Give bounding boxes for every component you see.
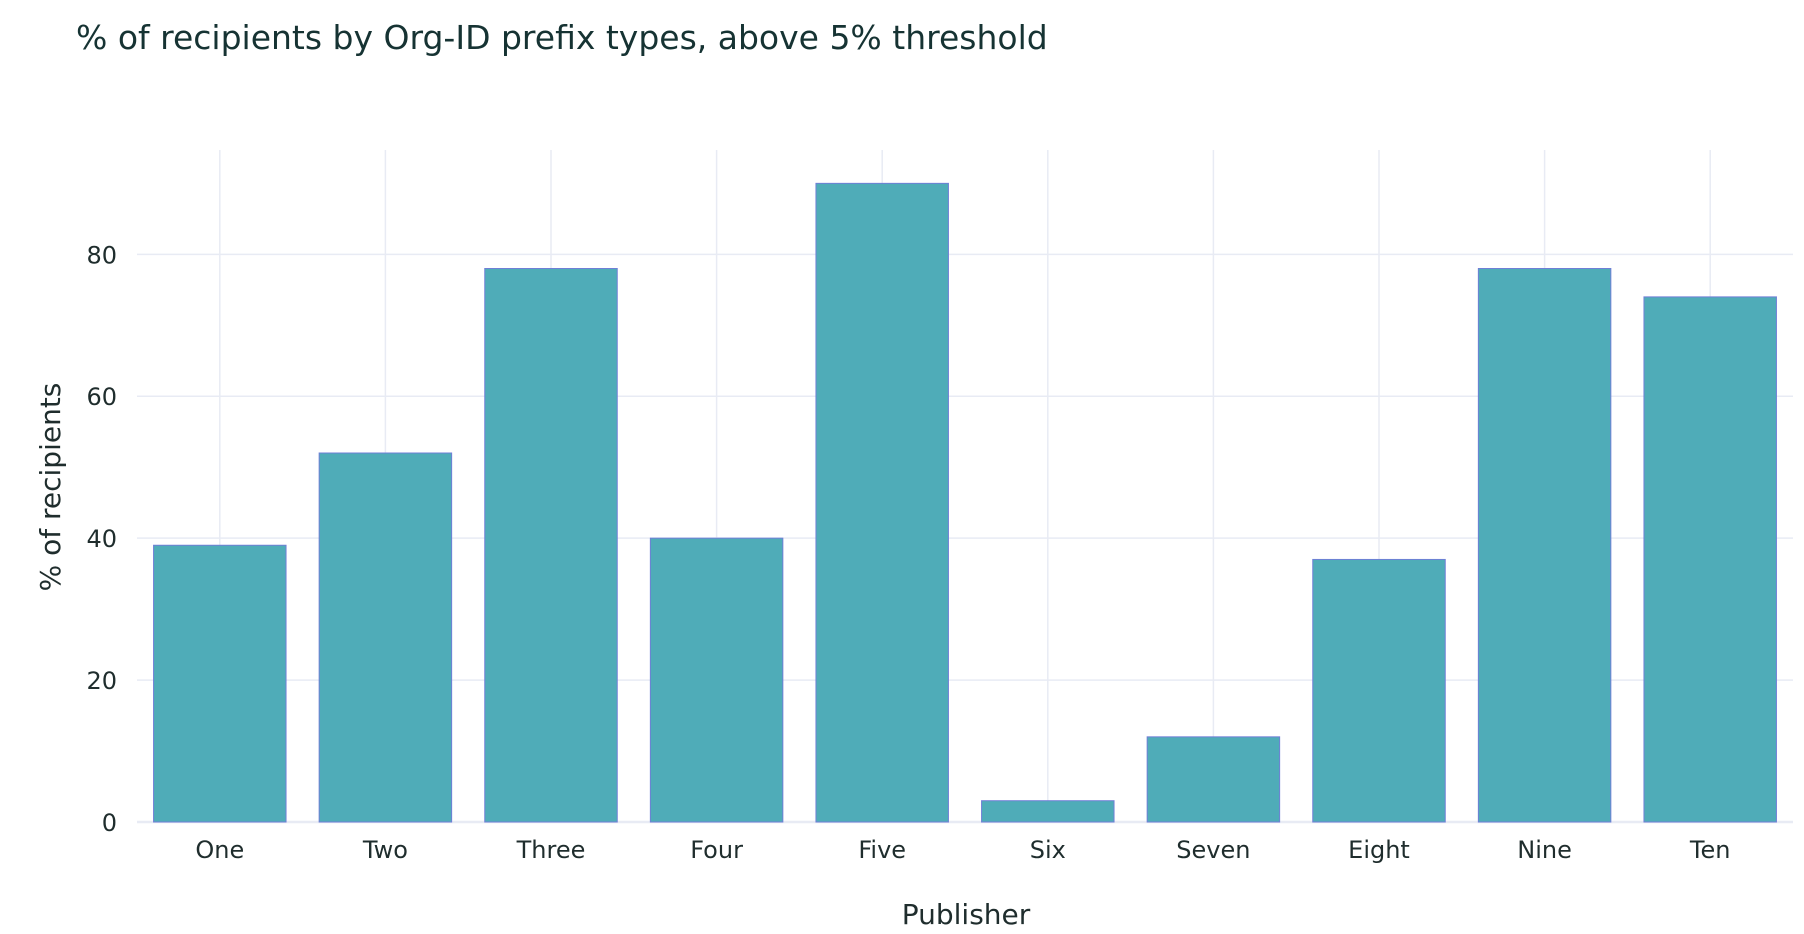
x-axis-title: Publisher [902,898,1031,931]
bar-three [484,268,618,823]
bar-nine [1477,268,1612,823]
bar-four [649,537,784,823]
bar-five [815,182,949,823]
x-tick-label: Ten [1689,836,1731,864]
axes: 0 20 40 60 80 One Two Three Four Five Six Seven Eigh… [86,241,1730,864]
y-tick-label: 80 [86,241,117,269]
x-tick-label: Two [362,836,408,864]
x-tick-label: One [195,836,244,864]
x-tick-label: Nine [1517,836,1572,864]
y-axis-title: % of recipients [34,383,67,592]
x-tick-label: Four [690,836,743,864]
y-tick-label: 20 [86,667,117,695]
y-tick-label: 40 [86,525,117,553]
bar-eight [1312,558,1446,823]
x-tick-label: Seven [1176,836,1250,864]
y-tick-label: 0 [102,809,117,837]
bar-one [153,544,287,823]
x-tick-label: Five [858,836,906,864]
x-tick-label: Six [1030,836,1066,864]
x-tick-label: Eight [1348,836,1410,864]
bar-two [318,452,453,823]
bar-seven [1146,736,1281,823]
bar-six [981,800,1115,823]
chart-title: % of recipients by Org-ID prefix types, … [76,18,1048,57]
y-tick-label: 60 [86,383,117,411]
x-tick-label: Three [516,836,586,864]
bars [153,182,1777,823]
bar-ten [1643,296,1777,823]
